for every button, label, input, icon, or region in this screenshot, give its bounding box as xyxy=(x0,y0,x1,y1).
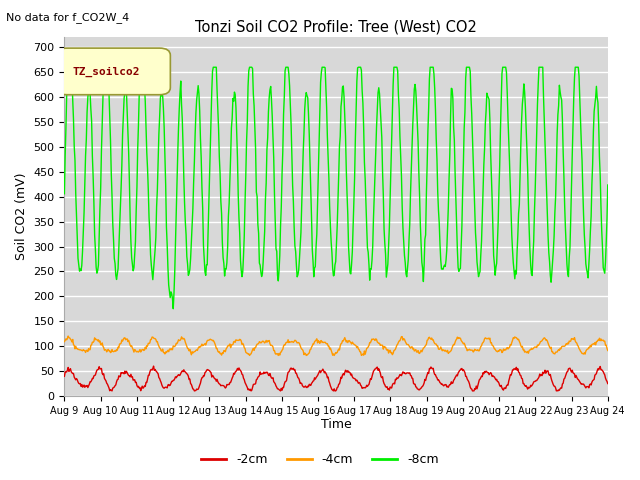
FancyBboxPatch shape xyxy=(56,48,170,95)
Legend: -2cm, -4cm, -8cm: -2cm, -4cm, -8cm xyxy=(196,448,444,471)
X-axis label: Time: Time xyxy=(321,419,351,432)
Y-axis label: Soil CO2 (mV): Soil CO2 (mV) xyxy=(15,173,28,260)
Title: Tonzi Soil CO2 Profile: Tree (West) CO2: Tonzi Soil CO2 Profile: Tree (West) CO2 xyxy=(195,20,477,35)
Text: TZ_soilco2: TZ_soilco2 xyxy=(72,66,140,76)
Text: No data for f_CO2W_4: No data for f_CO2W_4 xyxy=(6,12,130,23)
